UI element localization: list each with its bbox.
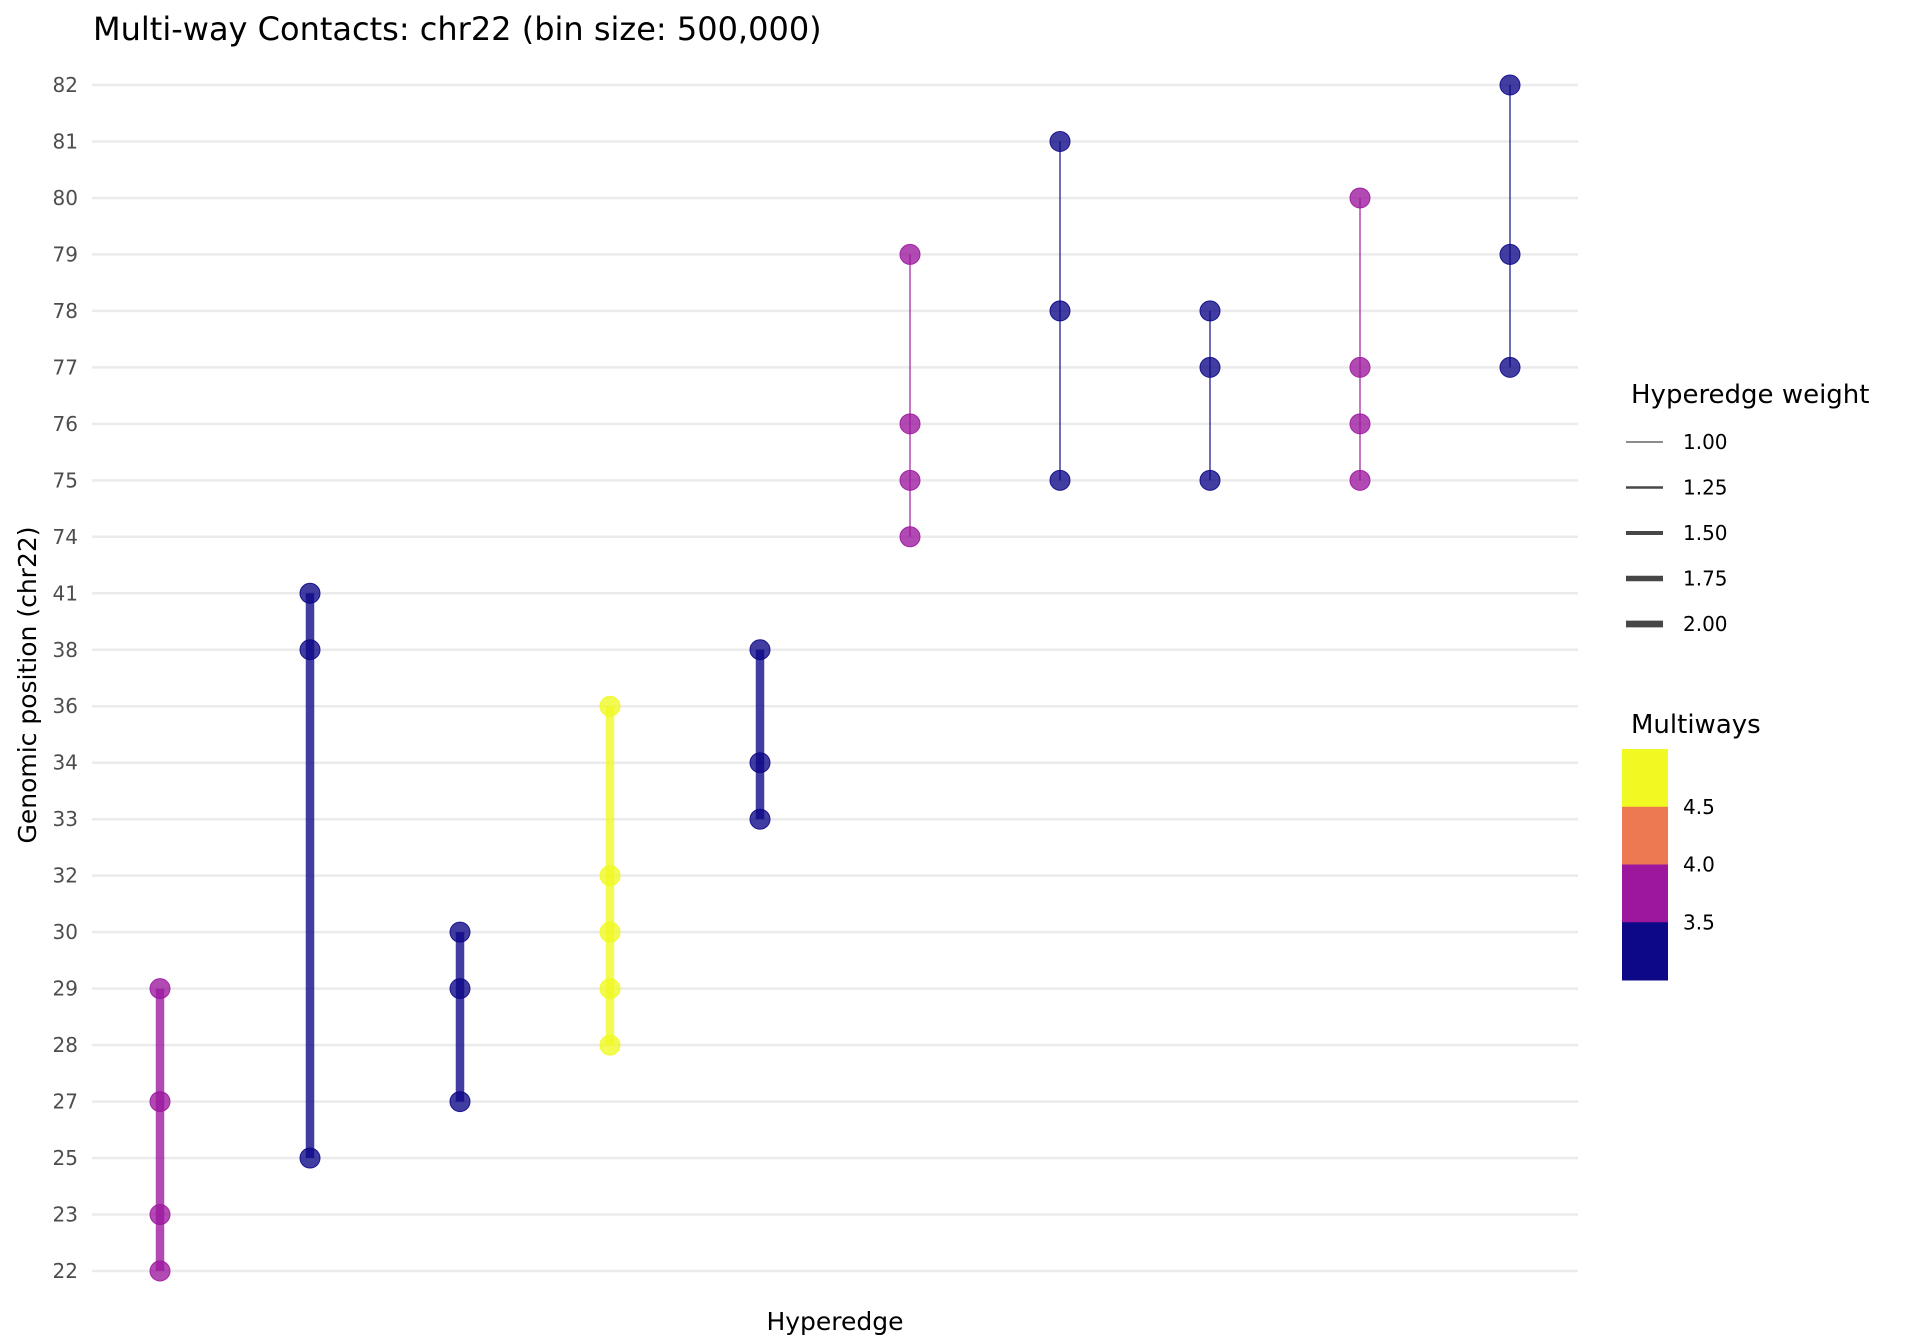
y-tick-label: 28 (53, 1033, 78, 1057)
contact-point (1049, 469, 1071, 491)
legend-weight-title: Hyperedge weight (1631, 380, 1869, 410)
contact-point (899, 243, 921, 265)
contact-point (599, 1034, 621, 1056)
chart-title: Multi-way Contacts: chr22 (bin size: 500… (93, 10, 822, 48)
y-tick-label: 77 (53, 355, 78, 379)
y-tick-label: 82 (53, 73, 78, 97)
y-tick-label: 22 (53, 1259, 78, 1283)
y-tick-label: 23 (53, 1203, 78, 1227)
multiways-colorbar: 4.5 4.0 3.5 (1622, 749, 1715, 981)
legend-weight-label: 1.75 (1683, 567, 1728, 591)
contact-point (599, 978, 621, 1000)
colorbar-segment (1622, 922, 1668, 981)
contact-point (1199, 356, 1221, 378)
y-tick-label: 36 (53, 694, 78, 718)
contact-point (599, 921, 621, 943)
contact-point (1499, 74, 1521, 96)
contact-point (149, 1260, 171, 1282)
hyperedge-6 (899, 243, 921, 548)
colorbar-segment (1622, 749, 1668, 808)
contact-point (1049, 300, 1071, 322)
colorbar-label: 4.0 (1683, 853, 1715, 877)
contact-point (749, 752, 771, 774)
contact-point (449, 978, 471, 1000)
contact-point (149, 978, 171, 1000)
y-tick-label: 30 (53, 920, 78, 944)
y-tick-label: 76 (53, 412, 78, 436)
y-tick-label: 34 (53, 751, 78, 775)
contact-point (449, 1091, 471, 1113)
contact-point (1349, 356, 1371, 378)
legend-hyperedge-weight: Hyperedge weight 1.00 1.25 1.50 1.75 2.00 (1626, 380, 1869, 636)
y-tick-label: 79 (53, 242, 78, 266)
contact-point (149, 1091, 171, 1113)
hyperedge-2 (299, 582, 321, 1169)
contact-point (749, 639, 771, 661)
legend-weight-label: 1.25 (1683, 476, 1728, 500)
contact-point (299, 1147, 321, 1169)
y-tick-label: 33 (53, 807, 78, 831)
contact-point (899, 526, 921, 548)
hyperedge-9 (1349, 187, 1371, 491)
y-tick-label: 78 (53, 299, 78, 323)
contact-point (449, 921, 471, 943)
colorbar-label: 4.5 (1683, 795, 1715, 819)
contact-point (1349, 187, 1371, 209)
y-tick-label: 38 (53, 638, 78, 662)
y-axis-ticks: 22 23 25 27 28 29 30 32 33 34 36 38 41 74 75 76 77 78 79 80… (53, 73, 78, 1283)
hyperedge-7 (1049, 130, 1071, 491)
y-axis-title: Genomic position (chr22) (13, 526, 42, 843)
legend-multiways: Multiways 4.5 4.0 3.5 (1622, 710, 1761, 981)
colorbar-label: 3.5 (1683, 910, 1715, 934)
y-tick-label: 75 (53, 468, 78, 492)
hyperedge-1 (149, 978, 171, 1282)
y-tick-label: 81 (53, 129, 78, 153)
colorbar-segment (1622, 806, 1668, 865)
contact-point (299, 639, 321, 661)
hyperedge-8 (1199, 300, 1221, 491)
hyperedge-10 (1499, 74, 1521, 378)
contact-point (1199, 469, 1221, 491)
legend-weight-label: 1.50 (1683, 521, 1728, 545)
contact-point (1049, 130, 1071, 152)
contact-point (299, 582, 321, 604)
contact-point (749, 808, 771, 830)
contact-point (1349, 469, 1371, 491)
legend-weight-label: 2.00 (1683, 612, 1728, 636)
hyperedge-5 (749, 639, 771, 830)
contact-point (1199, 300, 1221, 322)
hyperedge-3 (449, 921, 471, 1113)
y-tick-label: 80 (53, 186, 78, 210)
hyperedge-4 (599, 695, 621, 1056)
legend-multiways-title: Multiways (1631, 710, 1761, 740)
contact-point (899, 413, 921, 435)
y-tick-label: 25 (53, 1146, 78, 1170)
colorbar-segment (1622, 864, 1668, 923)
x-axis-title: Hyperedge (766, 1307, 903, 1336)
contact-point (149, 1204, 171, 1226)
y-tick-label: 27 (53, 1090, 78, 1114)
y-tick-label: 74 (53, 525, 78, 549)
contact-point (599, 695, 621, 717)
contact-point (1349, 413, 1371, 435)
y-tick-label: 29 (53, 977, 78, 1001)
contact-point (899, 469, 921, 491)
contact-point (1499, 243, 1521, 265)
hyperedges (149, 74, 1521, 1282)
gridlines (92, 83, 1578, 1273)
legend-weight-label: 1.00 (1683, 430, 1728, 454)
contact-point (599, 865, 621, 887)
y-tick-label: 32 (53, 864, 78, 888)
contact-point (1499, 356, 1521, 378)
y-tick-label: 41 (53, 581, 78, 605)
